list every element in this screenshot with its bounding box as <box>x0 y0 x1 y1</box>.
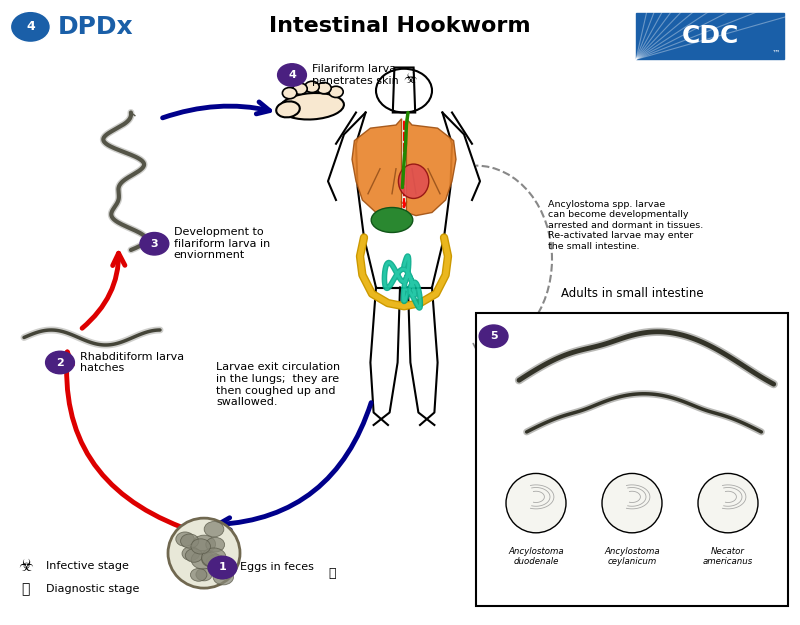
Ellipse shape <box>698 474 758 532</box>
Circle shape <box>202 548 226 567</box>
Text: DPDx: DPDx <box>58 15 134 39</box>
Text: Intestinal Hookworm: Intestinal Hookworm <box>269 16 531 36</box>
Circle shape <box>278 64 306 86</box>
Circle shape <box>186 549 202 562</box>
Ellipse shape <box>168 518 240 588</box>
Circle shape <box>293 83 307 94</box>
Text: ™: ™ <box>772 49 780 58</box>
Text: Diagnostic stage: Diagnostic stage <box>46 584 140 594</box>
Circle shape <box>191 539 210 554</box>
Ellipse shape <box>602 474 662 532</box>
Circle shape <box>305 81 319 92</box>
Circle shape <box>213 560 232 575</box>
Text: ☣: ☣ <box>18 557 33 574</box>
Circle shape <box>206 538 225 552</box>
Circle shape <box>176 532 194 546</box>
Circle shape <box>213 564 232 579</box>
Ellipse shape <box>506 474 566 532</box>
Circle shape <box>317 82 331 94</box>
Text: Necator
americanus: Necator americanus <box>703 547 753 566</box>
Ellipse shape <box>276 101 300 118</box>
Text: Infective stage: Infective stage <box>46 561 130 571</box>
Text: Larvae exit circulation
in the lungs;  they are
then coughed up and
swallowed.: Larvae exit circulation in the lungs; th… <box>216 362 340 408</box>
Text: 4: 4 <box>288 70 296 80</box>
Circle shape <box>204 521 224 537</box>
Text: CDC: CDC <box>682 24 739 48</box>
Ellipse shape <box>280 93 344 119</box>
Circle shape <box>329 86 343 98</box>
Circle shape <box>206 554 226 570</box>
Text: 4: 4 <box>26 21 34 33</box>
FancyBboxPatch shape <box>636 12 784 59</box>
Circle shape <box>479 325 508 348</box>
Circle shape <box>140 232 169 255</box>
Circle shape <box>202 552 220 567</box>
Text: ☣: ☣ <box>403 71 418 86</box>
Circle shape <box>213 569 234 585</box>
Text: 2: 2 <box>56 357 64 367</box>
Circle shape <box>46 351 74 374</box>
Polygon shape <box>406 119 456 216</box>
Text: 5: 5 <box>490 331 498 341</box>
Text: 🔬: 🔬 <box>328 568 336 580</box>
Circle shape <box>10 11 50 42</box>
Text: Development to
filariform larva in
enviornment: Development to filariform larva in envio… <box>174 227 270 261</box>
Circle shape <box>282 88 297 99</box>
Text: Adults in small intestine: Adults in small intestine <box>561 287 703 300</box>
Circle shape <box>182 547 199 561</box>
Circle shape <box>196 568 212 581</box>
Text: 1: 1 <box>218 562 226 572</box>
Circle shape <box>193 535 215 553</box>
Text: 🔬: 🔬 <box>22 582 30 596</box>
Ellipse shape <box>371 208 413 232</box>
FancyBboxPatch shape <box>476 312 788 606</box>
Text: Ancylostoma
duodenale: Ancylostoma duodenale <box>508 547 564 566</box>
Text: 3: 3 <box>150 239 158 249</box>
Circle shape <box>191 551 214 569</box>
Text: Rhabditiform larva
hatches: Rhabditiform larva hatches <box>80 352 184 373</box>
Text: Eggs in feces: Eggs in feces <box>240 562 314 572</box>
Text: Ancylostoma spp. larvae
can become developmentally
arrested and dormant in tissu: Ancylostoma spp. larvae can become devel… <box>548 200 703 251</box>
Circle shape <box>190 568 207 581</box>
Text: Ancylostoma
ceylanicum: Ancylostoma ceylanicum <box>604 547 660 566</box>
Circle shape <box>208 556 237 579</box>
Polygon shape <box>352 119 402 216</box>
Text: Filariform larva
penetrates skin: Filariform larva penetrates skin <box>312 64 398 86</box>
Ellipse shape <box>398 164 429 199</box>
Circle shape <box>214 559 234 574</box>
Circle shape <box>181 534 198 548</box>
